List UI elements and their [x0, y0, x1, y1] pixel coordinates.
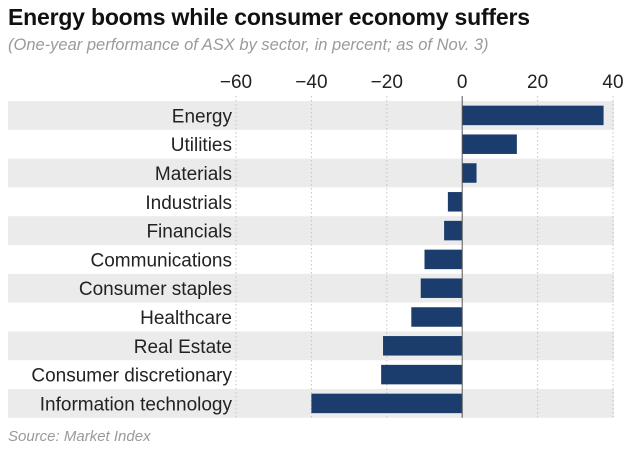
bar: [420, 278, 463, 298]
x-tick-label: 40: [602, 72, 623, 93]
category-label: Energy: [172, 106, 233, 127]
x-tick-label: 0: [457, 72, 468, 93]
category-label: Communications: [91, 250, 233, 271]
bar: [462, 134, 517, 154]
bar: [311, 393, 463, 414]
gridlines: [235, 96, 614, 418]
category-label: Real Estate: [134, 337, 232, 358]
bar: [462, 163, 477, 183]
x-axis-ticks: −60 −40 −20 0 20 40: [220, 72, 623, 93]
chart-subtitle: (One-year performance of ASX by sector, …: [8, 36, 489, 54]
category-label: Healthcare: [140, 308, 232, 329]
x-tick-label: 20: [527, 72, 548, 93]
category-label: Financials: [146, 222, 232, 243]
row-band: [8, 331, 614, 361]
category-label: Consumer staples: [79, 279, 232, 300]
bar: [383, 336, 463, 356]
x-tick-label: −60: [220, 72, 252, 93]
category-label: Consumer discretionary: [31, 366, 232, 387]
bar: [381, 364, 463, 385]
bars: [311, 105, 604, 414]
category-label: Information technology: [40, 394, 233, 415]
bar: [424, 249, 463, 270]
bar: [447, 192, 463, 212]
bar: [462, 105, 604, 126]
chart-title: Energy booms while consumer economy suff…: [8, 4, 530, 30]
x-tick-label: −40: [295, 72, 327, 93]
bar: [411, 307, 463, 327]
x-tick-label: −20: [371, 72, 403, 93]
category-label: Utilities: [171, 135, 232, 156]
bar: [444, 220, 463, 241]
category-label: Materials: [155, 164, 232, 185]
source-note: Source: Market Index: [8, 428, 151, 445]
category-labels: Energy Utilities Materials Industrials Finan…: [31, 106, 232, 415]
category-label: Industrials: [145, 193, 232, 214]
